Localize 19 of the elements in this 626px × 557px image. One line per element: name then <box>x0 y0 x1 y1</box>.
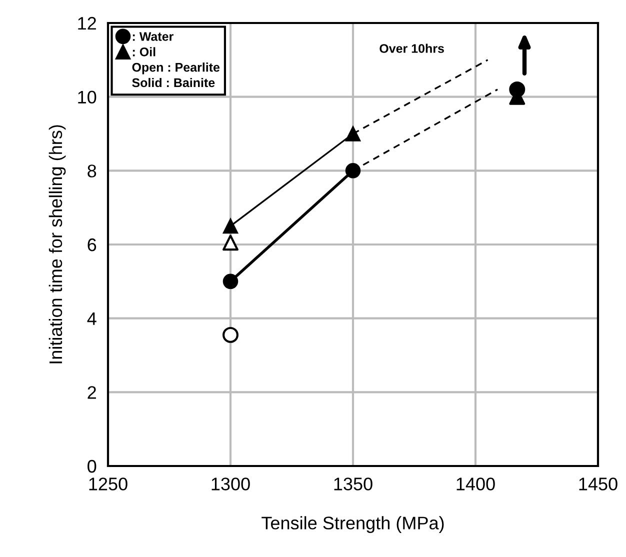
x-tick-label: 1450 <box>579 478 618 490</box>
annotation: Solid : Bainite <box>132 78 215 88</box>
annotation: Open : Pearlite <box>132 62 220 74</box>
x-tick-label: 1250 <box>89 478 128 490</box>
legend-label: : Oil <box>132 47 156 56</box>
y-tick-label: 12 <box>78 16 96 30</box>
legend-label: : Water <box>132 32 174 41</box>
y-tick-label: 0 <box>88 460 96 473</box>
y-axis-title: Initiation time for shelling (hrs) <box>48 125 66 364</box>
y-tick-label: 10 <box>78 90 96 104</box>
x-tick-label: 1300 <box>212 478 250 490</box>
annotation: Over 10hrs <box>380 44 444 53</box>
y-tick-label: 8 <box>88 164 96 178</box>
y-tick-label: 2 <box>88 386 96 399</box>
x-tick-label: 1350 <box>334 478 372 490</box>
y-tick-label: 4 <box>87 312 96 325</box>
y-tick-label: 6 <box>88 238 96 252</box>
x-tick-label: 1400 <box>456 478 495 490</box>
x-axis-title: Tensile Strength (MPa) <box>262 516 444 533</box>
